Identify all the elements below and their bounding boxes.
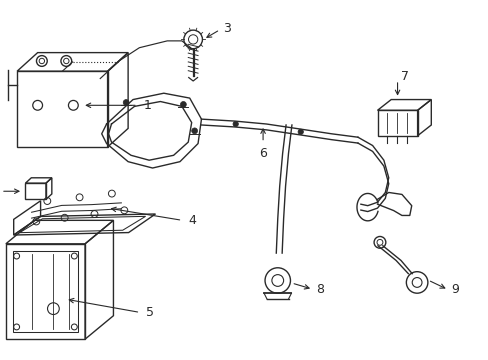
Circle shape: [233, 121, 238, 127]
Text: 6: 6: [259, 148, 266, 161]
Text: 9: 9: [450, 283, 458, 296]
Text: 3: 3: [223, 22, 231, 35]
Text: 8: 8: [315, 283, 323, 296]
Circle shape: [123, 100, 129, 105]
Text: 5: 5: [146, 306, 154, 319]
Circle shape: [180, 102, 186, 107]
Circle shape: [191, 128, 197, 134]
Text: 7: 7: [401, 69, 408, 82]
Text: 1: 1: [143, 99, 151, 112]
Circle shape: [298, 129, 303, 135]
Text: 4: 4: [188, 214, 196, 227]
